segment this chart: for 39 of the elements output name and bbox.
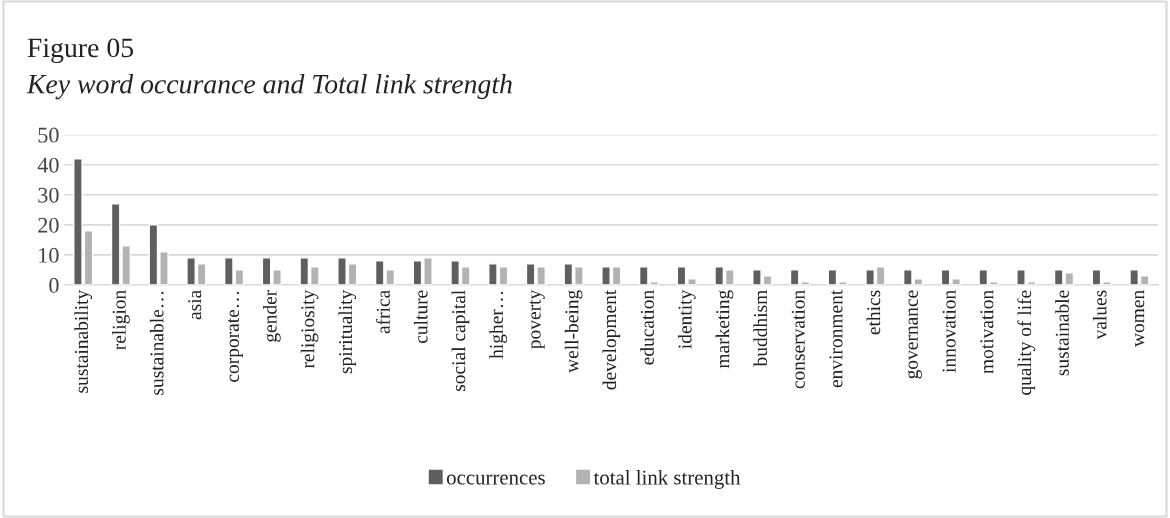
y-tick-label: 0	[49, 277, 59, 293]
x-tick-label: quality of life	[1017, 290, 1036, 395]
x-tick-label: women	[1134, 290, 1145, 347]
x-tick-label: social capital	[451, 290, 470, 391]
x-tick-label: governance	[907, 290, 922, 379]
chart-title: Figure 05	[27, 38, 134, 63]
x-tick-label: sustainability	[74, 289, 93, 393]
x-tick-label: development	[602, 289, 621, 390]
x-tick-label: asia	[188, 290, 202, 320]
x-tick-label: culture	[413, 290, 428, 344]
x-tick-label: buddhism	[753, 290, 768, 367]
chart-subtitle: Key word occurance and Total link strength	[26, 73, 512, 100]
x-tick-label: religion	[112, 290, 130, 350]
x-tick-label: sustainable…	[149, 291, 164, 395]
legend-label: total link strength	[593, 469, 741, 489]
x-tick-label: motivation	[980, 290, 994, 374]
y-tick-label: 30	[38, 187, 59, 203]
x-tick-label: innovation	[942, 290, 956, 373]
y-tick-label: 10	[39, 247, 59, 263]
y-tick-label: 50	[38, 127, 59, 143]
x-tick-label: marketing	[715, 290, 734, 369]
x-tick-label: education	[640, 290, 654, 365]
x-tick-label: conservation	[791, 290, 805, 389]
y-tick-label: 20	[38, 217, 59, 233]
x-tick-label: sustainable	[1055, 290, 1069, 376]
y-tick-label: 40	[37, 157, 59, 173]
legend-label: occurrences	[446, 474, 545, 485]
x-tick-label: values	[1092, 290, 1107, 340]
x-tick-label: africa	[375, 290, 390, 334]
x-tick-label: higher…	[489, 291, 507, 359]
x-tick-label: ethics	[866, 290, 881, 335]
x-tick-label: spirituality	[338, 289, 357, 374]
x-tick-label: well-being	[564, 290, 583, 373]
x-tick-label: poverty	[529, 289, 545, 349]
x-tick-label: corporate…	[227, 291, 243, 382]
x-tick-label: environment	[829, 289, 843, 388]
x-tick-label: gender	[262, 289, 281, 342]
x-tick-label: religiosity	[300, 289, 319, 369]
x-tick-label: identity	[677, 289, 696, 349]
